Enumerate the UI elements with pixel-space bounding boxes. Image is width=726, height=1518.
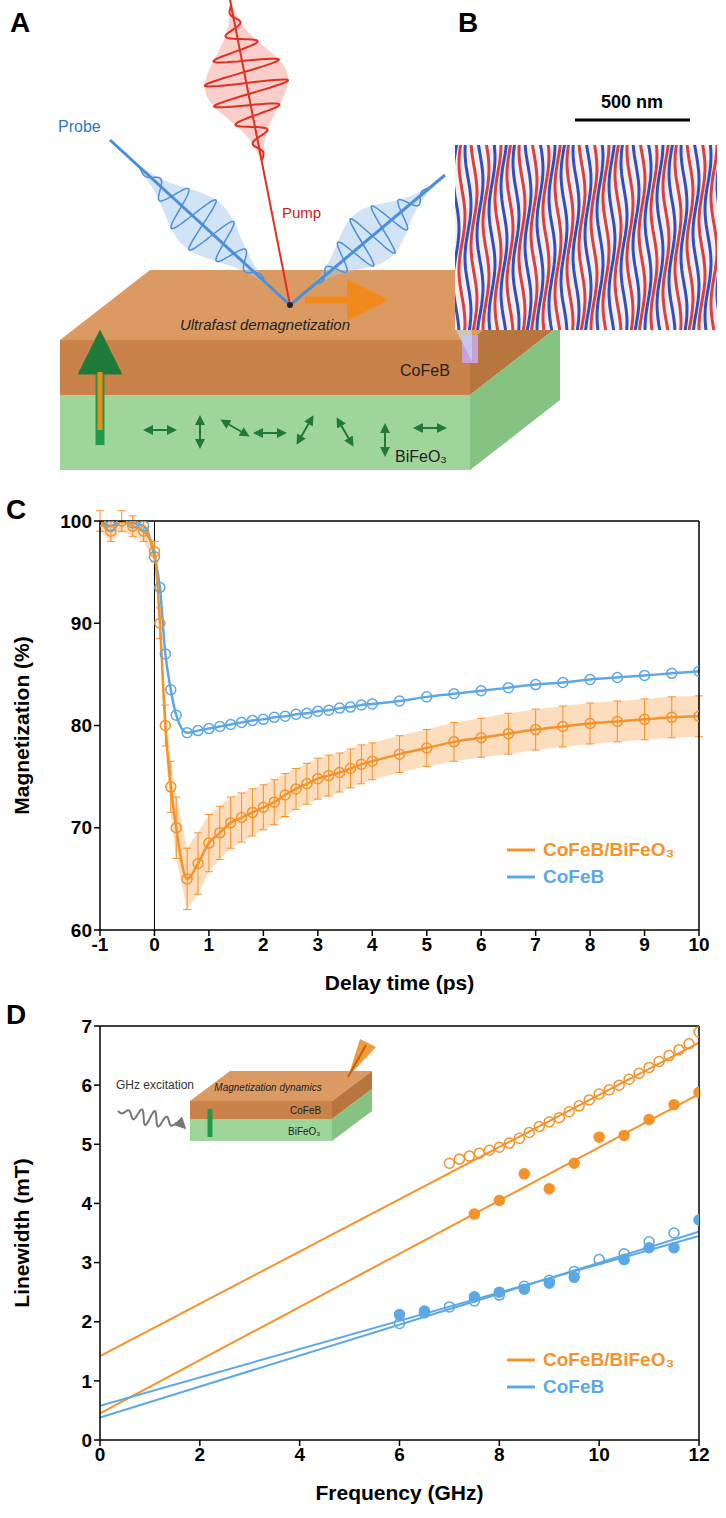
svg-text:70: 70 xyxy=(71,817,92,838)
html-text:CoFeB: CoFeB xyxy=(543,1375,605,1397)
svg-text:Frequency (GHz): Frequency (GHz) xyxy=(315,1481,483,1504)
svg-text:6: 6 xyxy=(394,1444,405,1465)
svg-text:60: 60 xyxy=(71,920,92,941)
svg-text:9: 9 xyxy=(639,934,650,955)
svg-text:2: 2 xyxy=(195,1444,206,1465)
svg-text:100: 100 xyxy=(60,511,92,532)
svg-text:1: 1 xyxy=(204,934,215,955)
html-text:CoFeB/BiFeO₃: CoFeB/BiFeO₃ xyxy=(543,1348,675,1370)
svg-text:7: 7 xyxy=(81,1016,92,1037)
svg-text:6: 6 xyxy=(476,934,487,955)
svg-text:0: 0 xyxy=(81,1430,92,1451)
svg-text:3: 3 xyxy=(313,934,324,955)
svg-text:-1: -1 xyxy=(92,934,109,955)
svg-text:CoFeB: CoFeB xyxy=(400,362,450,379)
svg-text:4: 4 xyxy=(367,934,378,955)
html-text:D: D xyxy=(6,999,27,1030)
svg-text:2: 2 xyxy=(81,1311,92,1332)
svg-text:10: 10 xyxy=(589,1444,610,1465)
svg-text:CoFeB: CoFeB xyxy=(290,1105,321,1116)
svg-text:7: 7 xyxy=(530,934,541,955)
svg-text:1: 1 xyxy=(81,1371,92,1392)
svg-text:4: 4 xyxy=(81,1193,92,1214)
html-text:CoFeB: CoFeB xyxy=(543,865,605,887)
svg-text:B: B xyxy=(458,7,478,38)
svg-text:80: 80 xyxy=(71,715,92,736)
svg-text:4: 4 xyxy=(294,1444,305,1465)
svg-text:3: 3 xyxy=(81,1252,92,1273)
svg-text:BiFeO₃: BiFeO₃ xyxy=(288,1126,320,1137)
svg-text:Probe: Probe xyxy=(58,118,101,135)
svg-text:10: 10 xyxy=(688,934,709,955)
svg-text:Ultrafast demagnetization: Ultrafast demagnetization xyxy=(180,316,350,333)
svg-text:0: 0 xyxy=(95,1444,106,1465)
svg-text:Linewidth (mT): Linewidth (mT) xyxy=(10,1158,33,1307)
svg-text:2: 2 xyxy=(258,934,269,955)
svg-text:8: 8 xyxy=(585,934,596,955)
html-text:C: C xyxy=(6,494,27,525)
svg-text:8: 8 xyxy=(494,1444,505,1465)
svg-text:Magnetization dynamics: Magnetization dynamics xyxy=(214,1082,321,1093)
html-text:CoFeB/BiFeO₃: CoFeB/BiFeO₃ xyxy=(543,838,675,860)
svg-text:GHz excitation: GHz excitation xyxy=(116,1078,194,1092)
svg-text:Delay time (ps): Delay time (ps) xyxy=(325,971,474,994)
svg-text:5: 5 xyxy=(81,1134,92,1155)
svg-text:Pump: Pump xyxy=(282,204,321,221)
svg-text:0: 0 xyxy=(149,934,160,955)
svg-text:6: 6 xyxy=(81,1075,92,1096)
svg-text:12: 12 xyxy=(688,1444,709,1465)
svg-text:5: 5 xyxy=(421,934,432,955)
svg-text:90: 90 xyxy=(71,613,92,634)
svg-text:A: A xyxy=(10,7,30,38)
svg-text:BiFeO₃: BiFeO₃ xyxy=(395,448,447,465)
svg-text:500 nm: 500 nm xyxy=(601,92,663,112)
svg-text:Magnetization (%): Magnetization (%) xyxy=(10,636,33,815)
